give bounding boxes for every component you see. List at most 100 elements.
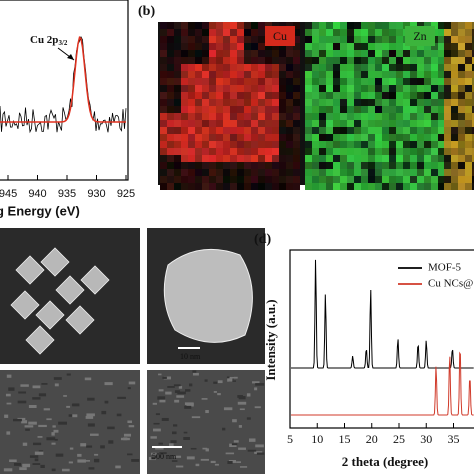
map-pixel	[333, 43, 340, 50]
map-pixel	[438, 64, 445, 71]
map-pixel	[174, 64, 181, 71]
map-pixel	[305, 71, 312, 78]
map-pixel	[444, 148, 451, 155]
map-pixel	[347, 43, 354, 50]
map-pixel	[438, 162, 445, 169]
map-pixel	[265, 99, 272, 106]
map-pixel	[272, 64, 279, 71]
map-pixel	[340, 85, 347, 92]
map-pixel	[389, 57, 396, 64]
map-pixel	[319, 169, 326, 176]
map-pixel	[195, 29, 202, 36]
texture	[158, 389, 164, 392]
map-pixel	[382, 183, 389, 190]
map-pixel	[202, 169, 209, 176]
map-pixel	[319, 134, 326, 141]
map-pixel	[382, 50, 389, 57]
map-pixel	[160, 183, 167, 190]
map-pixel	[438, 29, 445, 36]
map-pixel	[167, 29, 174, 36]
map-pixel	[160, 57, 167, 64]
map-pixel	[465, 176, 472, 183]
map-pixel	[444, 176, 451, 183]
map-pixel	[424, 92, 431, 99]
map-pixel	[174, 29, 181, 36]
map-pixel	[319, 50, 326, 57]
map-pixel	[382, 78, 389, 85]
map-pixel	[265, 155, 272, 162]
map-pixel	[444, 22, 451, 29]
map-pixel	[375, 43, 382, 50]
map-pixel	[424, 176, 431, 183]
map-pixel	[417, 64, 424, 71]
map-pixel	[451, 36, 458, 43]
map-pixel	[396, 127, 403, 134]
map-pixel	[340, 183, 347, 190]
map-pixel	[195, 36, 202, 43]
map-pixel	[368, 169, 375, 176]
map-pixel	[396, 106, 403, 113]
map-pixel	[458, 106, 465, 113]
map-pixel	[312, 134, 319, 141]
map-pixel	[258, 134, 265, 141]
map-pixel	[354, 134, 361, 141]
texture	[229, 376, 238, 379]
map-pixel	[451, 120, 458, 127]
map-pixel	[181, 120, 188, 127]
map-pixel	[431, 176, 438, 183]
map-pixel	[347, 176, 354, 183]
map-pixel	[188, 22, 195, 29]
map-pixel	[389, 183, 396, 190]
texture	[195, 463, 200, 467]
map-pixel	[375, 64, 382, 71]
map-pixel	[326, 141, 333, 148]
map-pixel	[382, 99, 389, 106]
map-pixel	[410, 50, 417, 57]
map-pixel	[396, 50, 403, 57]
plot-frame	[289, 249, 474, 429]
map-pixel	[451, 64, 458, 71]
map-pixel	[333, 29, 340, 36]
map-pixel	[202, 113, 209, 120]
map-pixel	[216, 176, 223, 183]
map-pixel	[465, 57, 472, 64]
map-pixel	[181, 148, 188, 155]
texture	[155, 413, 160, 416]
map-pixel	[230, 134, 237, 141]
map-pixel	[319, 183, 326, 190]
texture	[4, 414, 9, 418]
map-pixel	[181, 134, 188, 141]
map-pixel	[403, 50, 410, 57]
map-pixel	[438, 176, 445, 183]
map-pixel	[237, 85, 244, 92]
map-pixel	[286, 120, 293, 127]
map-pixel	[431, 78, 438, 85]
map-pixel	[258, 148, 265, 155]
map-pixel	[265, 106, 272, 113]
map-pixel	[424, 22, 431, 29]
texture	[9, 459, 17, 463]
texture	[227, 378, 233, 382]
map-pixel	[375, 120, 382, 127]
map-pixel	[279, 78, 286, 85]
map-pixel	[472, 155, 474, 162]
map-pixel	[354, 113, 361, 120]
map-pixel	[216, 85, 223, 92]
texture	[51, 468, 56, 472]
map-pixel	[312, 57, 319, 64]
map-pixel	[354, 183, 361, 190]
map-pixel	[160, 85, 167, 92]
map-pixel	[279, 176, 286, 183]
map-pixel	[244, 78, 251, 85]
texture	[53, 429, 59, 433]
map-pixel	[340, 57, 347, 64]
map-pixel	[368, 155, 375, 162]
map-pixel	[368, 71, 375, 78]
texture	[32, 463, 41, 465]
map-pixel	[410, 78, 417, 85]
map-pixel	[410, 99, 417, 106]
map-pixel	[431, 169, 438, 176]
map-pixel	[347, 92, 354, 99]
map-pixel	[188, 85, 195, 92]
map-pixel	[223, 148, 230, 155]
